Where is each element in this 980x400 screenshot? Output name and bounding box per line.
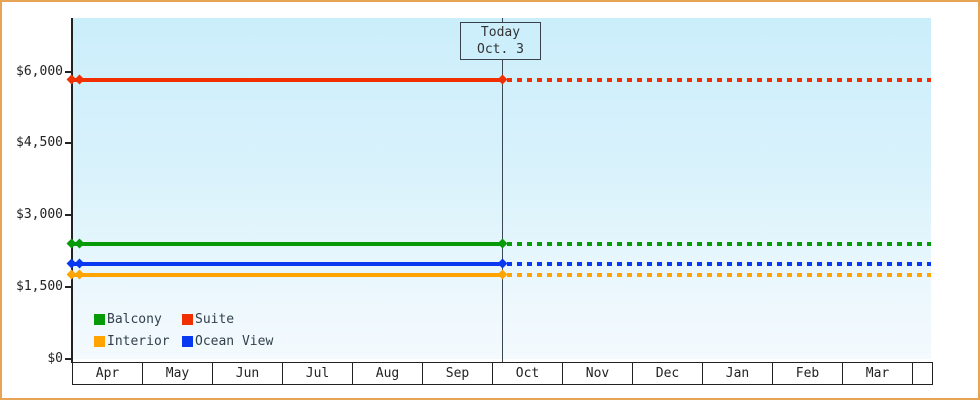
x-axis-month-dec: Dec: [632, 363, 702, 384]
legend-item-balcony: Balcony: [94, 312, 182, 327]
y-axis-tick-label: $6,000: [16, 63, 63, 79]
series-line-solid-ocean-view: [73, 262, 503, 267]
series-line-dotted-suite: [507, 77, 931, 82]
legend-label: Balcony: [107, 312, 162, 327]
legend-item-suite: Suite: [182, 312, 234, 327]
legend-label: Interior: [107, 334, 170, 349]
today-label-box: Today Oct. 3: [460, 22, 541, 60]
x-axis-month-sep: Sep: [422, 363, 492, 384]
x-axis-month-jun: Jun: [212, 363, 282, 384]
today-label-line2: Oct. 3: [477, 42, 524, 57]
x-axis-month-oct: Oct: [492, 363, 562, 384]
legend-row: Interior Ocean View: [94, 334, 273, 349]
y-axis-tick-mark: [65, 142, 71, 145]
x-axis-month-row: Apr May Jun Jul Aug Sep Oct Nov Dec Jan Feb Mar: [72, 362, 933, 385]
series-line-solid-interior: [73, 273, 503, 278]
y-axis-tick-label: $0: [47, 350, 63, 366]
x-axis-month-feb: Feb: [772, 363, 842, 384]
legend-swatch-icon: [182, 314, 193, 325]
y-axis-tick-label: $4,500: [16, 135, 63, 151]
x-axis-empty-stub-cell: [912, 363, 932, 384]
legend-row: Balcony Suite: [94, 312, 273, 327]
today-vertical-line: [502, 18, 503, 362]
x-axis-month-may: May: [142, 363, 212, 384]
y-axis-tick-mark: [65, 285, 71, 288]
y-axis-line: [71, 18, 73, 363]
series-line-dotted-balcony: [507, 242, 931, 247]
legend-item-interior: Interior: [94, 334, 182, 349]
legend-swatch-icon: [182, 336, 193, 347]
legend-swatch-icon: [94, 336, 105, 347]
legend-item-ocean-view: Ocean View: [182, 334, 273, 349]
y-axis-tick-label: $3,000: [16, 207, 63, 223]
legend-swatch-icon: [94, 314, 105, 325]
series-line-dotted-ocean-view: [507, 262, 931, 267]
legend: Balcony Suite Interior Ocean View: [94, 312, 273, 349]
legend-label: Suite: [195, 312, 235, 327]
x-axis-month-jul: Jul: [282, 363, 352, 384]
series-line-solid-suite: [73, 77, 503, 82]
today-label-line1: Today: [480, 25, 521, 40]
x-axis-month-apr: Apr: [95, 366, 120, 381]
y-axis-tick-mark: [65, 214, 71, 217]
y-axis-tick-mark: [65, 70, 71, 73]
y-axis-tick-label: $1,500: [16, 278, 63, 294]
x-axis-month-mar: Mar: [842, 363, 912, 384]
x-axis-month-nov: Nov: [562, 363, 632, 384]
y-axis-tick-mark: [65, 357, 71, 360]
series-line-solid-balcony: [73, 242, 503, 247]
series-line-dotted-interior: [507, 273, 931, 278]
x-axis-month-aug: Aug: [352, 363, 422, 384]
legend-label: Ocean View: [195, 334, 274, 349]
x-axis-month-jan: Jan: [702, 363, 772, 384]
